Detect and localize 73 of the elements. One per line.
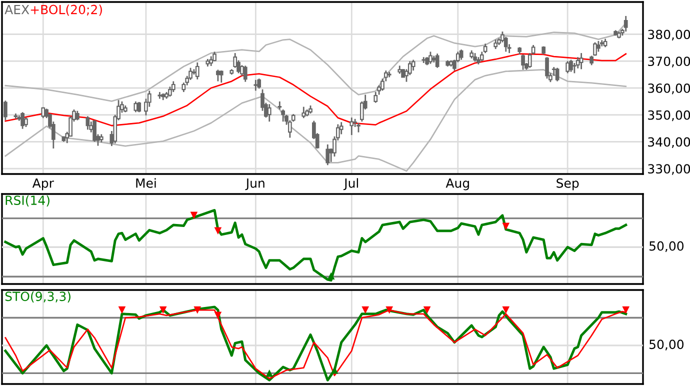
y-tick-label: 330,00	[648, 164, 690, 175]
candlestick	[3, 100, 8, 121]
candlestick	[233, 52, 238, 69]
text: 50,00	[650, 340, 684, 350]
y-tick-label: 370,00	[648, 56, 690, 68]
candlestick	[552, 66, 556, 77]
candlestick	[494, 38, 498, 50]
candlestick	[374, 91, 378, 104]
text: AEX	[4, 4, 30, 14]
candlestick	[257, 78, 262, 90]
point	[214, 312, 222, 320]
x-tick-label: Jun	[245, 178, 264, 190]
candlestick	[137, 101, 142, 113]
point	[190, 212, 198, 220]
candlestick	[20, 111, 24, 130]
candlestick	[545, 56, 549, 80]
candlestick	[356, 122, 360, 134]
candlestick	[596, 40, 600, 52]
candlestick	[302, 106, 306, 119]
y-tick-label: 380,00	[648, 30, 690, 40]
candlestick	[92, 120, 96, 142]
x-tick-label: Sep	[556, 178, 579, 190]
candlestick	[281, 108, 286, 122]
x-tick-label: Mei	[136, 178, 156, 188]
line-series	[4, 53, 627, 126]
candlestick	[521, 54, 525, 70]
line-series	[4, 69, 627, 172]
point	[362, 306, 370, 314]
candlestick	[75, 110, 80, 121]
candlestick	[411, 59, 416, 72]
candlestick	[267, 103, 272, 122]
text: 50,00	[650, 241, 684, 252]
candlestick	[209, 56, 214, 67]
candlestick	[435, 52, 440, 69]
candlestick	[254, 79, 258, 92]
point	[502, 222, 510, 230]
x-tick-label: Aug	[446, 178, 469, 190]
point	[266, 370, 274, 377]
candlestick	[171, 80, 176, 93]
point	[159, 306, 167, 314]
candlestick	[569, 59, 573, 73]
series-label: STO(9,3,3)	[5, 291, 70, 303]
point	[194, 306, 202, 314]
point	[423, 306, 431, 314]
candlestick	[219, 70, 224, 84]
point	[386, 306, 394, 314]
point	[214, 227, 222, 235]
candlestick	[216, 69, 220, 82]
candlestick	[624, 15, 628, 32]
candlestick	[326, 144, 330, 166]
candlestick	[195, 62, 200, 80]
y-tick-label: 360,00	[648, 83, 690, 94]
candlestick	[24, 116, 28, 128]
candlestick	[579, 52, 584, 70]
candlestick	[168, 86, 172, 98]
candlestick	[350, 116, 354, 136]
text: RSI(14)	[6, 195, 50, 206]
y-tick-label: 340,00	[648, 137, 690, 148]
x-tick-label: Jul	[343, 178, 358, 190]
y-tick-label: 350,00	[648, 110, 690, 122]
point	[622, 306, 630, 314]
point	[502, 306, 510, 314]
candlestick	[566, 60, 570, 74]
candlestick	[555, 67, 560, 82]
candlestick	[576, 56, 580, 70]
x-tick-label: Apr	[32, 178, 54, 190]
point	[118, 306, 126, 314]
candlestick	[243, 65, 248, 83]
point	[330, 366, 338, 374]
text: +BOL(20;2)	[30, 4, 102, 16]
candlestick	[459, 48, 464, 60]
candlestick	[428, 51, 432, 65]
point	[327, 272, 335, 280]
